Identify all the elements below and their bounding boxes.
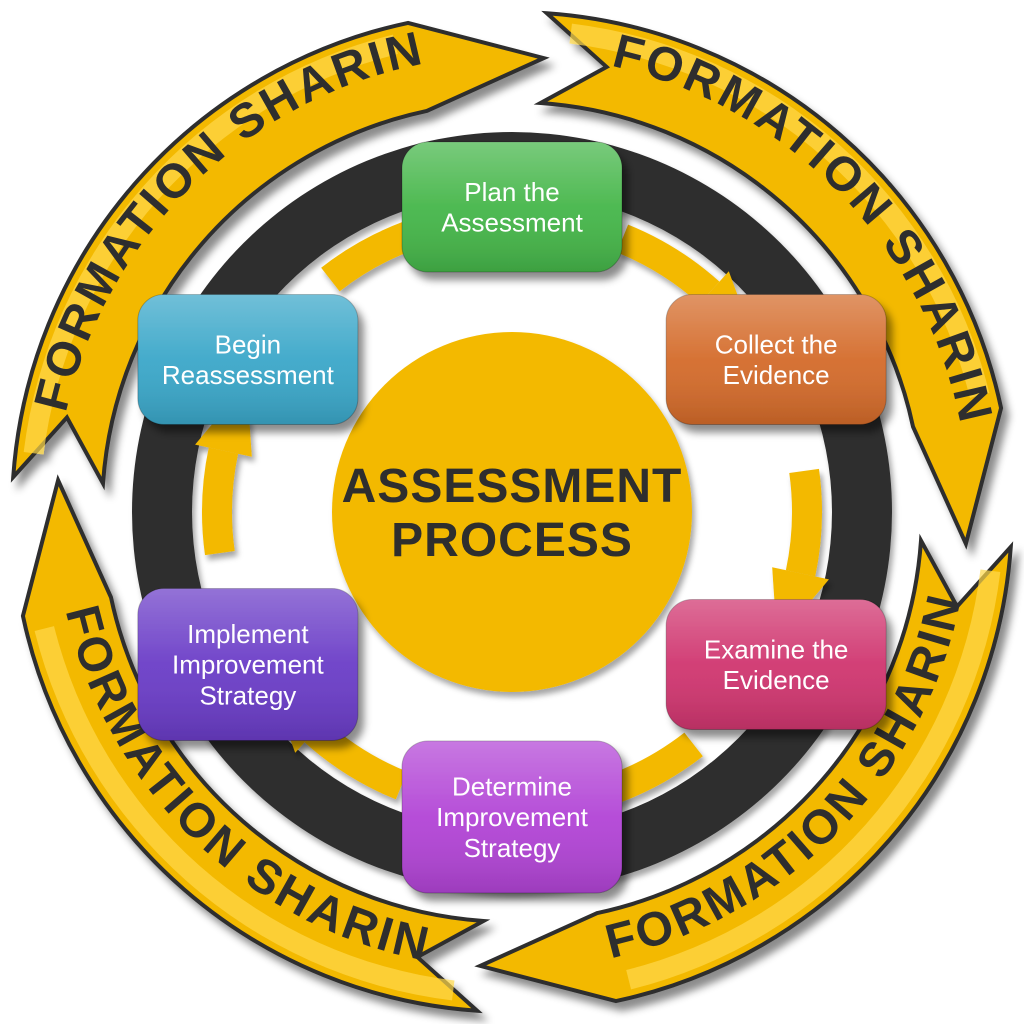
process-box-begin: BeginReassessment [138, 295, 358, 425]
process-box-label: Assessment [441, 207, 583, 237]
process-box-label: Evidence [723, 665, 830, 695]
process-box-plan: Plan theAssessment [402, 142, 622, 272]
process-box-label: Determine [452, 771, 572, 801]
process-box-label: Strategy [464, 833, 561, 863]
assessment-process-diagram: INFORMATION SHARINGINFORMATION SHARINGIN… [0, 0, 1024, 1024]
process-box-label: Improvement [436, 802, 588, 832]
process-box-label: Begin [215, 329, 282, 359]
process-box-label: Implement [187, 619, 309, 649]
process-box-label: Reassessment [162, 360, 335, 390]
process-box-examine: Examine theEvidence [666, 600, 886, 730]
process-box-determine: DetermineImprovementStrategy [402, 741, 622, 893]
center-title-line2: PROCESS [391, 514, 633, 567]
process-box-label: Examine the [704, 634, 849, 664]
center-circle: ASSESSMENTPROCESS [332, 332, 692, 692]
process-box-label: Evidence [723, 360, 830, 390]
process-box-label: Strategy [199, 680, 296, 710]
process-box-label: Plan the [464, 177, 559, 207]
process-box-collect: Collect theEvidence [666, 295, 886, 425]
process-box-label: Improvement [172, 650, 324, 680]
process-box-label: Collect the [715, 329, 838, 359]
process-box-implement: ImplementImprovementStrategy [138, 589, 358, 741]
center-title-line1: ASSESSMENT [342, 460, 683, 513]
